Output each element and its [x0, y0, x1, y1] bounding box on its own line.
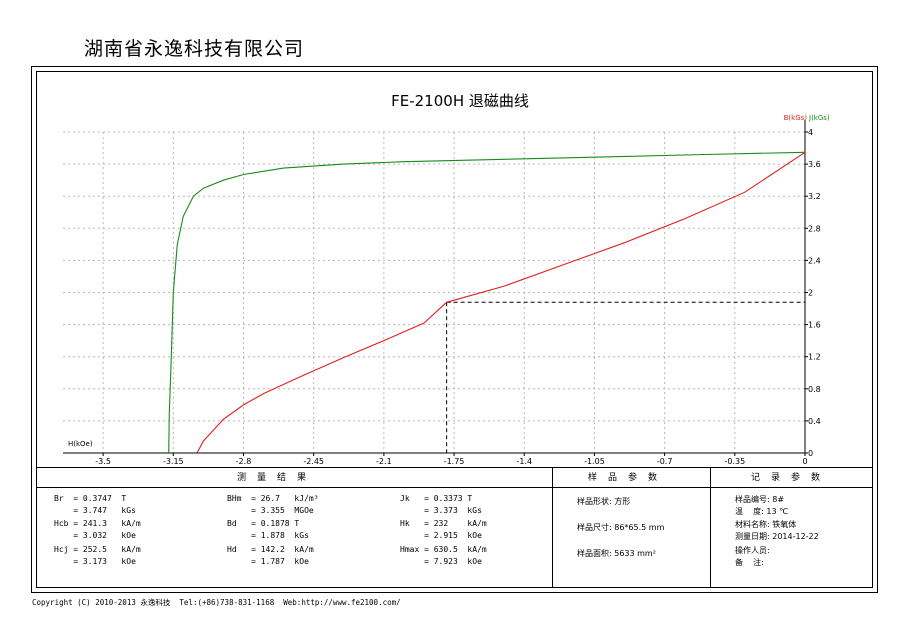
- measure-header: 测量结果: [237, 473, 318, 483]
- results-panel: 测量结果 样品参数 记录参数 Br = 0.3747 T = 3.747 kGs…: [37, 467, 872, 588]
- results-divider: [37, 487, 872, 488]
- x-axis-label: H(kOe): [68, 440, 93, 448]
- result-line: Br = 0.3747 T: [54, 494, 127, 503]
- y-tick-label: 0.4: [808, 417, 821, 426]
- result-line: = 3.173 kOe: [54, 557, 136, 566]
- y-tick-label: 1.2: [808, 353, 821, 362]
- result-line: BHm = 26.7 kJ/m³: [227, 494, 319, 503]
- x-tick-labels: -3.5 -3.15 -2.8 -2.45 -2.1 -1.75 -1.4 -1.05 -0.7…: [95, 453, 808, 466]
- x-tick-label: -2.8: [236, 457, 252, 466]
- result-line: Hcb = 241.3 kA/m: [54, 519, 141, 528]
- col-divider-2: [710, 468, 711, 588]
- result-line: = 3.373 kGs: [400, 506, 482, 515]
- company-name: 湖南省永逸科技有限公司: [84, 38, 305, 60]
- result-line: Hcj = 252.5 kA/m: [54, 545, 141, 554]
- series-lines: [168, 151, 806, 454]
- result-line: = 3.032 kOe: [54, 531, 136, 540]
- footer-copyright: Copyright (C) 2010-2013 永逸科技 Tel:(+86)73…: [32, 598, 401, 607]
- result-line: Jk = 0.3373 T: [400, 494, 473, 503]
- j-curve: [168, 151, 806, 454]
- x-tick-label: -1.75: [444, 457, 465, 466]
- result-line: = 3.747 kGs: [54, 506, 136, 515]
- result-line: Bd = 0.1878 T: [227, 519, 300, 528]
- result-line: = 3.355 MGOe: [227, 506, 314, 515]
- y-tick-labels: 0 0.4 0.8 1.2 1.6 2 2.4 2.8 3.2 3.6 4: [805, 128, 821, 458]
- col-divider-1: [552, 468, 553, 588]
- record-line: 测量日期: 2014-12-22: [735, 532, 819, 541]
- result-line: = 7.923 kOe: [400, 557, 482, 566]
- y-tick-label: 3.6: [808, 160, 821, 169]
- x-tick-label: -0.35: [724, 457, 745, 466]
- x-tick-label: -2.45: [303, 457, 324, 466]
- x-tick-label: -2.1: [376, 457, 392, 466]
- chart-grid: [63, 131, 806, 454]
- result-line: = 2.915 kOe: [400, 531, 482, 540]
- x-tick-label: -1.05: [584, 457, 605, 466]
- demagnetization-chart: FE-2100H 退磁曲线 -3.5 -3.15 -2.8 -2.45 -2.1 -1.7…: [63, 92, 830, 466]
- record-header: 记录参数: [751, 473, 832, 483]
- result-line: Hmax = 630.5 kA/m: [400, 545, 487, 554]
- y-tick-label: 4: [808, 128, 813, 137]
- inner-frame: [36, 71, 873, 588]
- x-tick-label: -0.7: [657, 457, 673, 466]
- y-tick-label: 1.6: [808, 321, 821, 330]
- y-tick-label: 0.8: [808, 385, 821, 394]
- b-curve: [196, 151, 806, 454]
- chart-title: FE-2100H 退磁曲线: [391, 92, 529, 110]
- record-line: 操作人员:: [735, 546, 770, 555]
- sample-shape: 样品形状: 方形: [577, 497, 631, 506]
- record-line: 材料名称: 铁氧体: [735, 520, 797, 529]
- outer-frame: [31, 66, 878, 593]
- record-line: 样品编号: 8#: [735, 495, 785, 504]
- y-tick-label: 2.4: [808, 256, 821, 265]
- result-line: = 1.878 kGs: [227, 531, 309, 540]
- record-line: 温 度: 13 ℃: [735, 507, 789, 516]
- x-tick-label: -3.5: [95, 457, 111, 466]
- sample-size: 样品尺寸: 86*65.5 mm: [577, 523, 665, 532]
- x-tick-label: -3.15: [163, 457, 184, 466]
- sample-area: 样品面积: 5633 mm²: [577, 549, 656, 558]
- record-line: 备 注:: [735, 558, 764, 567]
- result-line: = 1.787 kOe: [227, 557, 309, 566]
- y-axis-label-j: J(kGs): [808, 114, 830, 122]
- y-tick-label: 2.8: [808, 224, 821, 233]
- x-tick-label: -1.4: [516, 457, 532, 466]
- sample-header: 样品参数: [588, 473, 669, 483]
- chart-axes: [63, 120, 806, 454]
- y-tick-label: 3.2: [808, 192, 821, 201]
- x-tick-label: 0: [802, 457, 807, 466]
- y-axis-label-b: B(kGs): [784, 114, 808, 122]
- result-line: Hk = 232 kA/m: [400, 519, 487, 528]
- y-tick-label: 2: [808, 289, 813, 298]
- y-tick-label: 0: [808, 449, 813, 458]
- result-line: Hd = 142.2 kA/m: [227, 545, 314, 554]
